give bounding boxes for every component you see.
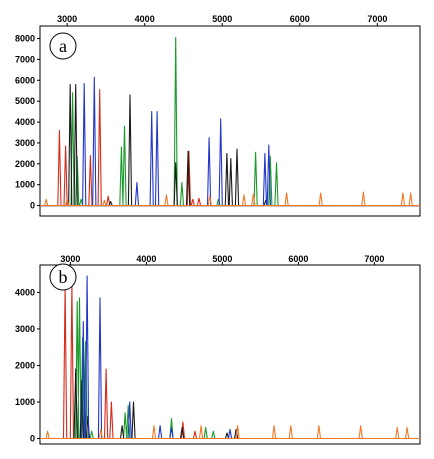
plot-area <box>40 36 420 207</box>
series-line-2 <box>40 83 420 207</box>
x-tick-label: 4000 <box>136 254 156 264</box>
plot-area <box>40 275 420 440</box>
y-tick-label: 2000 <box>15 159 35 169</box>
series-line-1 <box>40 297 420 440</box>
y-tick-label: 3000 <box>15 324 35 334</box>
series-line-4 <box>40 425 420 440</box>
panel-label-circle <box>49 32 77 60</box>
chart-panel-a: 0 1000 2000 3000 4000 5000 6000 7000 8000 3000 400… <box>15 14 421 217</box>
x-tick-label: 5000 <box>212 14 232 24</box>
x-tick-label: 5000 <box>212 254 232 264</box>
y-tick-label: 7000 <box>15 54 35 64</box>
panel-label: a <box>59 36 67 56</box>
x-tick-label: 7000 <box>367 14 387 24</box>
y-tick-label: 1000 <box>15 180 35 190</box>
plot-frame <box>39 25 421 217</box>
y-tick-label: 3000 <box>15 138 35 148</box>
y-tick-label: 2000 <box>15 360 35 370</box>
series-line-2 <box>40 368 420 440</box>
series-line-3 <box>40 76 420 207</box>
y-tick-label: 6000 <box>15 75 35 85</box>
chart-panel-b: 0 1000 2000 3000 4000 3000 4000 5000 6000 7000 b <box>15 254 421 445</box>
x-tick-label: 3000 <box>57 14 77 24</box>
series-line-3 <box>40 275 420 440</box>
y-tick-label: 0 <box>30 434 35 444</box>
x-tick-label: 6000 <box>290 14 310 24</box>
x-tick-label: 6000 <box>288 254 308 264</box>
y-tick-label: 0 <box>30 201 35 211</box>
y-tick-label: 5000 <box>15 96 35 106</box>
plot-frame <box>39 264 421 445</box>
y-tick-label: 8000 <box>15 34 35 44</box>
x-tick-label: 3000 <box>60 254 80 264</box>
y-tick-label: 4000 <box>15 287 35 297</box>
y-tick-label: 1000 <box>15 397 35 407</box>
series-line-0 <box>40 284 420 440</box>
x-tick-label: 4000 <box>135 14 155 24</box>
y-tick-label: 4000 <box>15 117 35 127</box>
series-line-1 <box>40 36 420 207</box>
x-tick-label: 7000 <box>364 254 384 264</box>
panel-label-circle <box>49 263 77 291</box>
panel-label: b <box>59 267 68 287</box>
